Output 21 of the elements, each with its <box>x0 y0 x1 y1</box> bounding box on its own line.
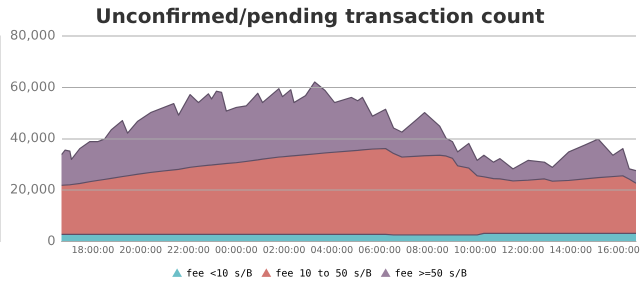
x-tick-label: 08:00:00 <box>406 244 449 256</box>
legend-label: fee <10 s/B <box>186 268 252 280</box>
x-tick-label: 14:00:00 <box>549 244 592 256</box>
y-tick-label: 80,000 <box>10 28 56 44</box>
chart-title: Unconfirmed/pending transaction count <box>95 4 546 28</box>
y-tick-label: 20,000 <box>10 182 56 198</box>
x-tick-label: 10:00:00 <box>454 244 496 256</box>
x-tick-label: 20:00:00 <box>119 244 162 256</box>
x-tick-label: 02:00:00 <box>262 244 306 256</box>
x-tick-label: 00:00:00 <box>214 244 258 256</box>
y-tick-label: 60,000 <box>10 80 56 95</box>
x-tick-label: 04:00:00 <box>310 244 354 256</box>
x-tick-label: 16:00:00 <box>597 244 640 256</box>
x-tick-label: 22:00:00 <box>167 244 210 256</box>
x-tick-label: 06:00:00 <box>358 244 401 256</box>
legend-label: fee 10 to 50 s/B <box>275 268 372 280</box>
y-tick-label: 40,000 <box>10 131 56 146</box>
y-tick-label: 0 <box>47 234 56 249</box>
legend-label: fee >=50 s/B <box>394 268 467 280</box>
x-tick-label: 18:00:00 <box>72 244 114 256</box>
x-tick-label: 12:00:00 <box>502 244 544 256</box>
